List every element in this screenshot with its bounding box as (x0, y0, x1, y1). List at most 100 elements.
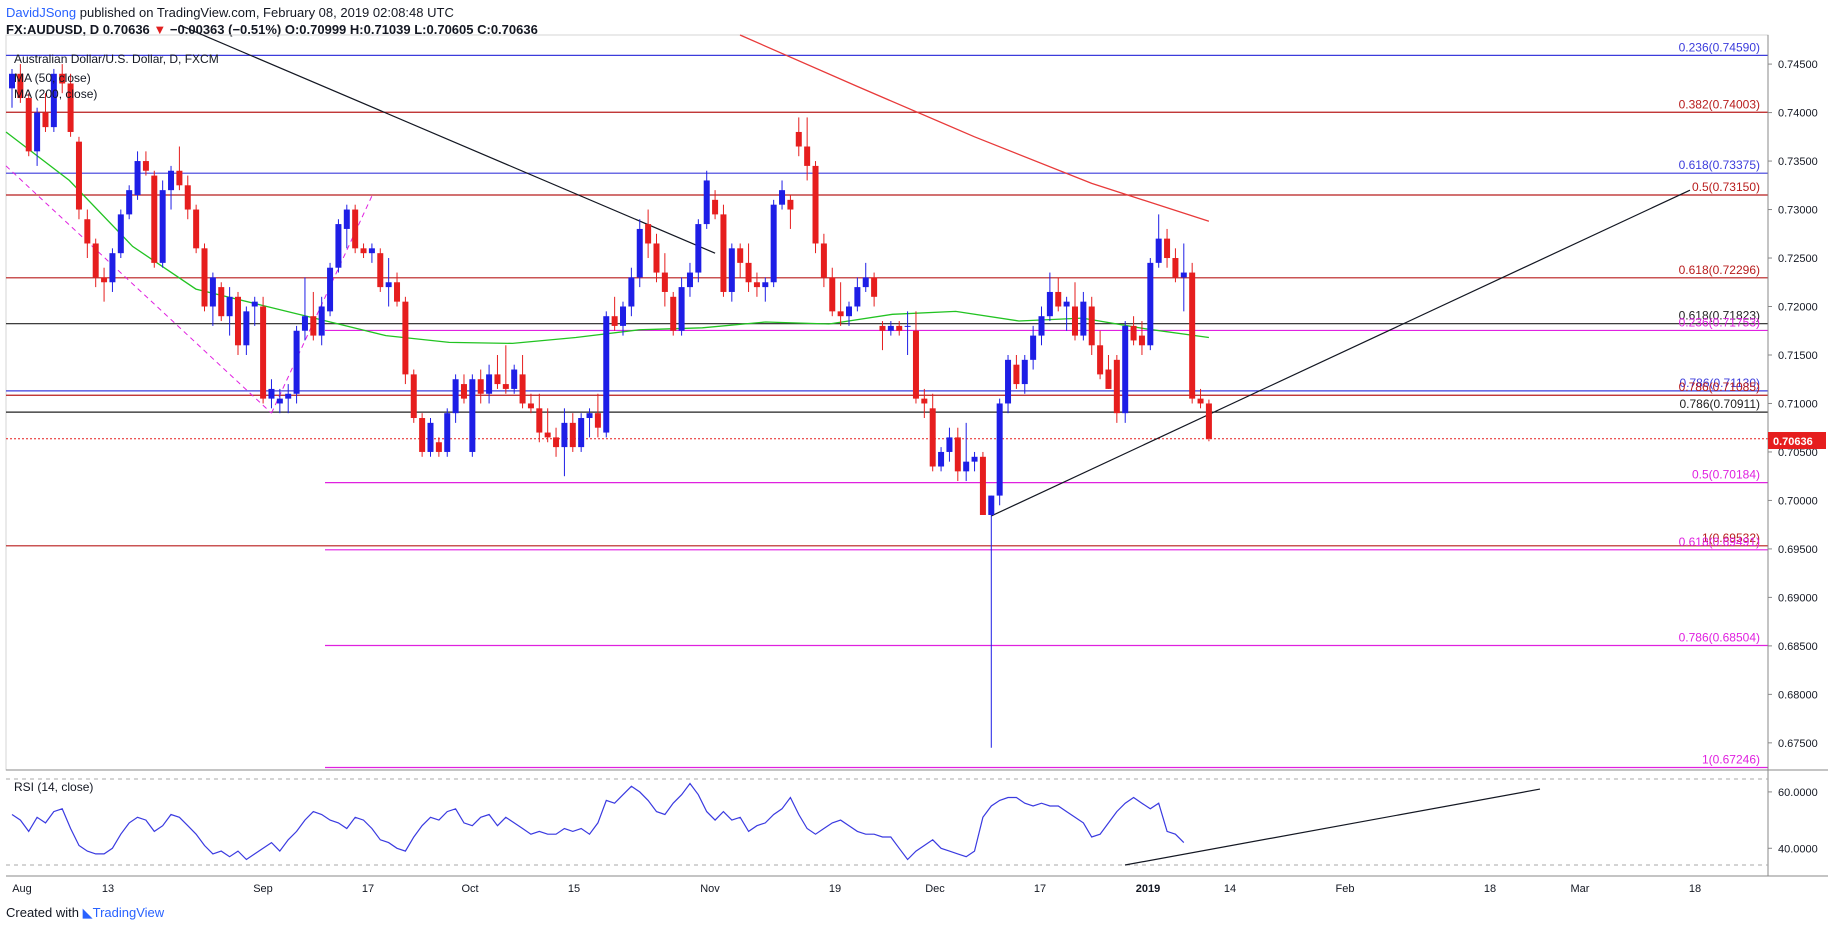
candle-body (871, 277, 878, 297)
candle-body (745, 262, 752, 283)
fib-label: 0.236(0.71753) (1679, 315, 1760, 329)
candle-body (1205, 403, 1212, 439)
candle-body (218, 287, 225, 317)
candle-body (720, 214, 727, 292)
candle-body (996, 403, 1003, 496)
tradingview-brand[interactable]: TradingView (92, 905, 165, 920)
candle-body (293, 330, 300, 394)
candle-body (904, 325, 911, 327)
created-with-text: Created with (6, 905, 79, 920)
candle-body (343, 209, 350, 229)
candle-body (92, 243, 99, 278)
candle-body (929, 408, 936, 467)
candle-body (151, 175, 158, 263)
publish-line: DavidJSong published on TradingView.com,… (6, 4, 538, 21)
candle-body (435, 442, 442, 452)
price-tick-label: 0.68500 (1778, 641, 1818, 653)
trendlines (5, 24, 1691, 517)
rsi-tick-label: 40.0000 (1778, 843, 1818, 855)
last-price-tag: 0.70636 (1768, 432, 1826, 449)
author-link[interactable]: DavidJSong (6, 5, 77, 20)
candle-body (820, 243, 827, 278)
candle-body (879, 325, 886, 331)
candle-body (1197, 398, 1204, 404)
candle-body (1138, 335, 1145, 346)
candle-body (268, 388, 275, 399)
price-tick-label: 0.69000 (1778, 592, 1818, 604)
price-axis: 0.74500 0.74000 0.73500 0.73000 0.72500 0.720… (1767, 35, 1818, 876)
fib-label: 0.786(0.70911) (1679, 397, 1760, 411)
candle-body (444, 413, 451, 452)
price-tick-label: 0.74500 (1778, 59, 1818, 71)
candle-body (260, 306, 267, 399)
candle-body (377, 253, 384, 288)
candle-body (209, 277, 216, 307)
candle-body (804, 146, 811, 166)
candle-body (511, 369, 518, 389)
candle-body (427, 422, 434, 452)
candle-body (661, 272, 668, 292)
candle-body (628, 277, 635, 307)
candle-body (502, 384, 509, 389)
candle-body (1164, 238, 1171, 259)
candle-body (737, 248, 744, 263)
candle-body (912, 330, 919, 399)
time-tick-label: 15 (568, 883, 580, 895)
candle-body (1147, 262, 1154, 346)
candle-body (1105, 369, 1112, 389)
candle-body (101, 277, 108, 283)
candle-body (17, 73, 24, 99)
candle-body (787, 199, 794, 210)
candle-body (168, 170, 175, 191)
rsi-trendline (1124, 788, 1541, 866)
price-tick-label: 0.70000 (1778, 495, 1818, 507)
up-trendline (991, 189, 1691, 517)
candle-body (1097, 345, 1104, 375)
price-tick-label: 0.68000 (1778, 689, 1818, 701)
candle-body (837, 311, 844, 317)
time-tick-label: 13 (102, 883, 114, 895)
candle-body (477, 379, 484, 394)
candle-body (770, 204, 777, 283)
candle-body (285, 393, 292, 399)
candle-body (636, 228, 643, 278)
candle-body (352, 209, 359, 249)
candle-body (645, 224, 652, 244)
fib-label: 0.5(0.73150) (1692, 180, 1760, 194)
time-tick-label: 18 (1484, 883, 1496, 895)
time-tick-label: Nov (700, 883, 720, 895)
candle-body (712, 199, 719, 215)
candle-body (536, 408, 543, 433)
candle-body (42, 112, 49, 128)
price-tick-label: 0.73000 (1778, 205, 1818, 217)
candle-body (603, 316, 610, 433)
candle-body (201, 248, 208, 307)
candle-body (276, 398, 283, 404)
candle-body (301, 316, 308, 331)
candle-body (1113, 359, 1120, 414)
candle-body (385, 282, 392, 288)
fib-anchor-line (5, 165, 272, 414)
candle-body (109, 253, 116, 283)
candle-body (896, 325, 903, 331)
time-tick-label: Sep (253, 883, 273, 895)
candle-body (67, 83, 74, 132)
ohlc-values: O:0.70999 H:0.71039 L:0.70605 C:0.70636 (284, 22, 538, 37)
candle-body (1080, 301, 1087, 336)
candle-body (318, 306, 325, 336)
candle-body (561, 422, 568, 448)
candle-body (360, 248, 367, 254)
candle-body (553, 437, 560, 448)
candle-body (193, 209, 200, 249)
price-tick-label: 0.69500 (1778, 544, 1818, 556)
price-tick-label: 0.72500 (1778, 253, 1818, 265)
symbol-line: FX:AUDUSD, D 0.70636 ▼ −0.00363 (−0.51%)… (6, 21, 538, 38)
candle-body (1063, 301, 1070, 307)
candle-body (678, 287, 685, 331)
candle-body (243, 311, 250, 346)
symbol-name: FX:AUDUSD, D (6, 22, 100, 37)
main-pane-grid (5, 34, 1828, 877)
candle-body (486, 374, 493, 394)
candle-body (419, 418, 426, 452)
